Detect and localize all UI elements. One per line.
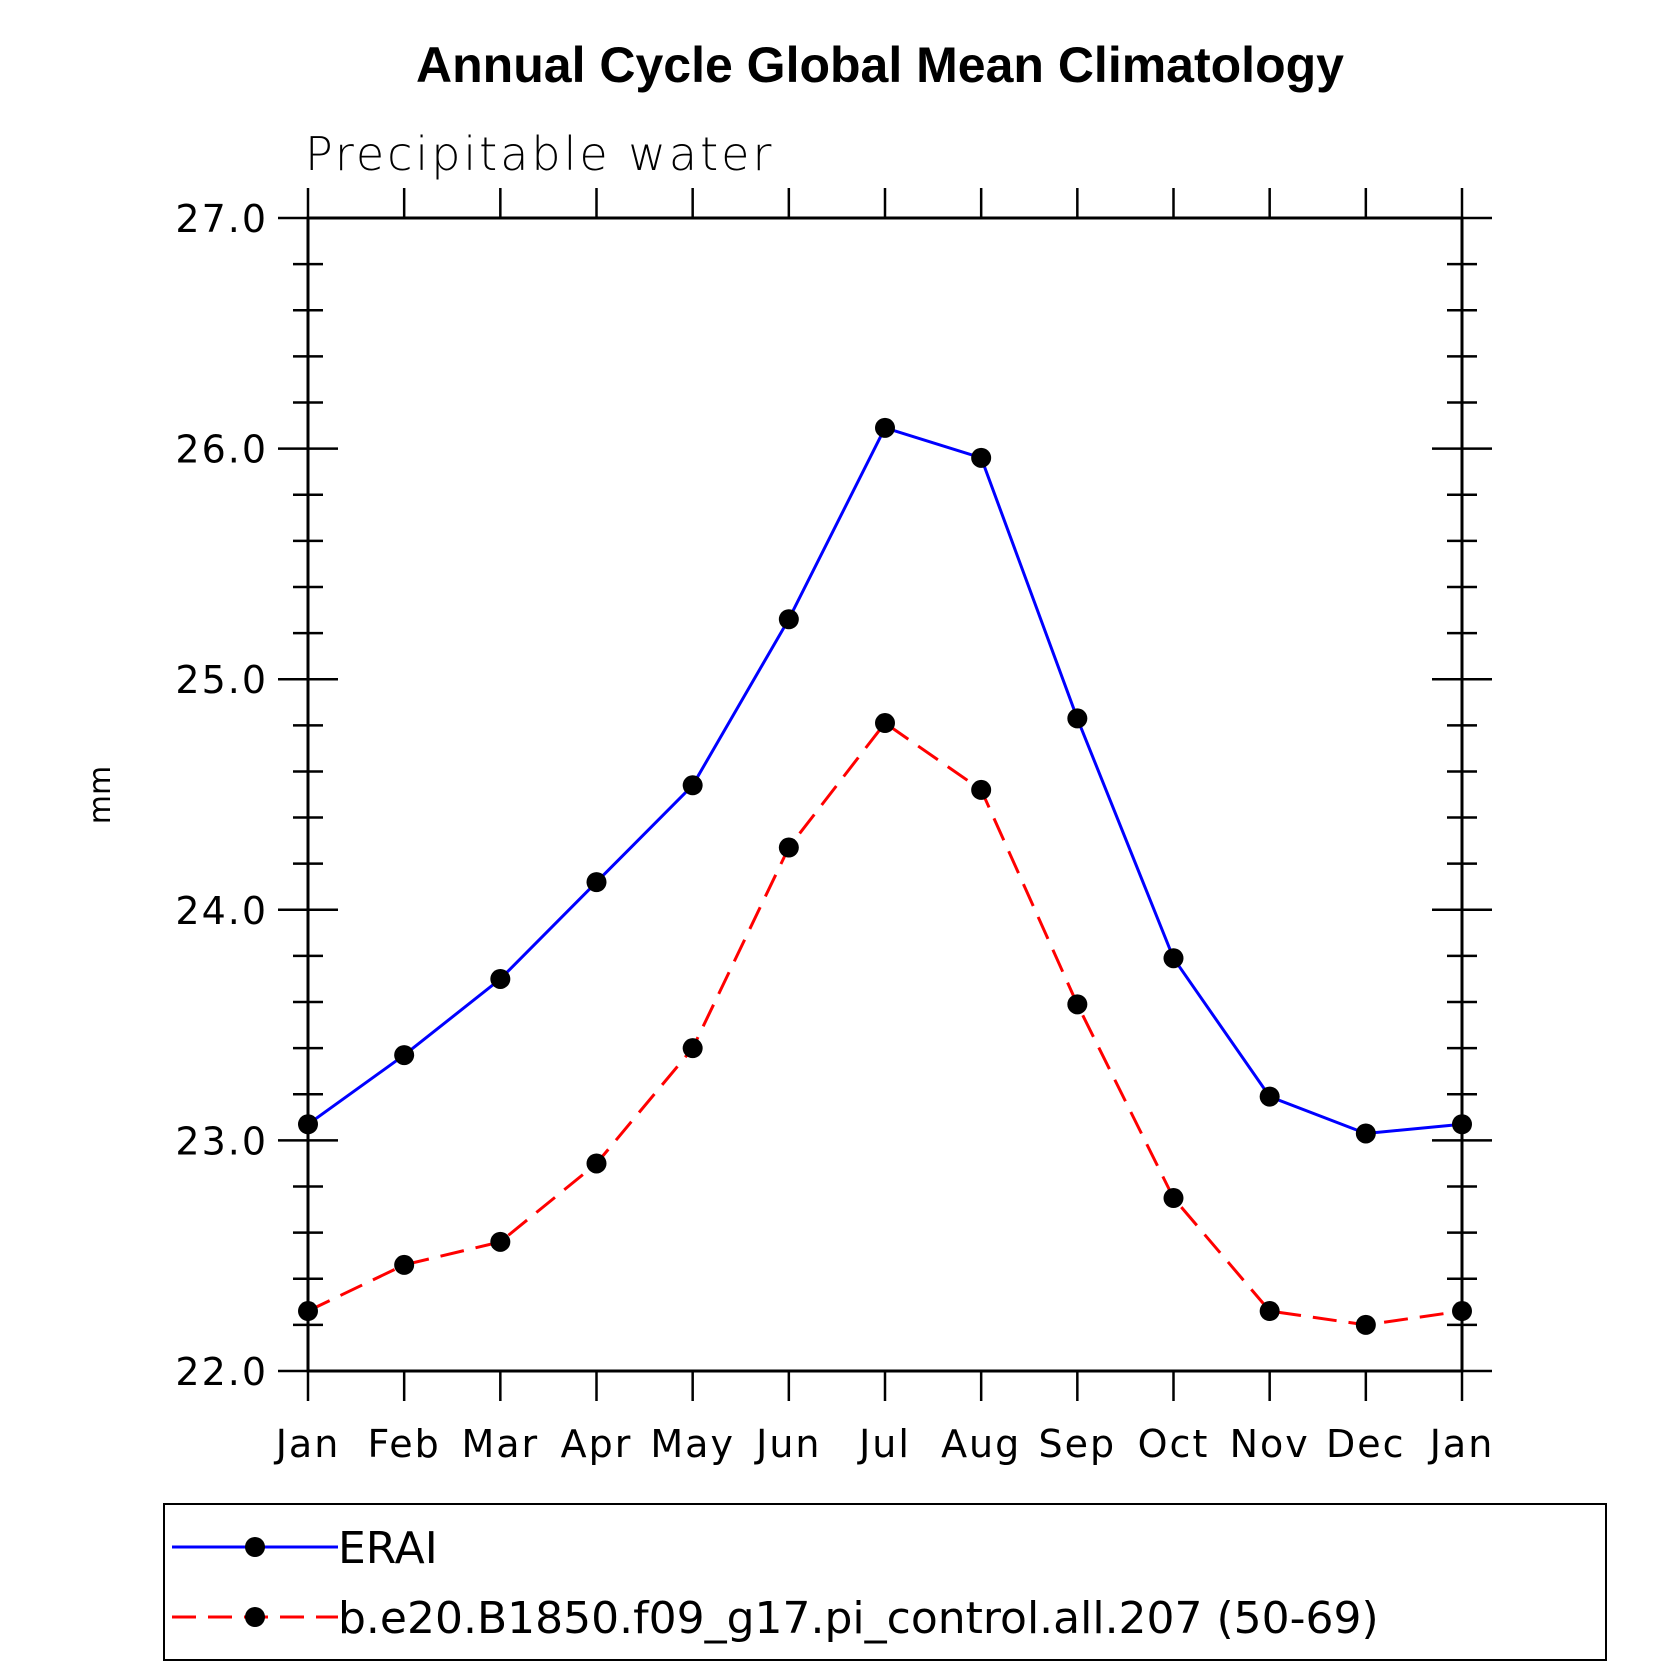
- x-tick-label: Aug: [941, 1422, 1021, 1466]
- series-0-point: [875, 417, 895, 438]
- x-tick-label: Sep: [1039, 1422, 1117, 1466]
- chart-title: Annual Cycle Global Mean Climatology: [416, 37, 1344, 93]
- legend-label-series-0: ERAI: [338, 1523, 438, 1574]
- series-1-point: [1259, 1301, 1280, 1322]
- series-1-point: [971, 779, 992, 800]
- series-0-point: [394, 1045, 415, 1066]
- x-tick-label: Jan: [274, 1422, 341, 1466]
- chart-subtitle: Precipitable water: [305, 127, 774, 181]
- series-1-point: [682, 1038, 703, 1059]
- y-tick-label: 25.0: [175, 658, 268, 702]
- series-1-point: [586, 1153, 607, 1174]
- x-tick-label: Mar: [461, 1422, 539, 1466]
- series-1-point: [1163, 1188, 1184, 1209]
- series-1-point: [778, 837, 799, 858]
- y-tick-label: 23.0: [175, 1119, 268, 1163]
- legend-label-series-1: b.e20.B1850.f09_g17.pi_control.all.207 (…: [338, 1593, 1379, 1644]
- series-0-point: [1452, 1114, 1472, 1135]
- y-tick-labels: 22.0 23.0 24.0 25.0 26.0 27.0: [175, 197, 268, 1394]
- series-0-point: [1067, 708, 1088, 729]
- plot-frame: [306, 216, 1464, 1373]
- series-0-point: [490, 968, 511, 989]
- x-tick-label: Jun: [754, 1422, 821, 1466]
- x-tick-label: Nov: [1230, 1422, 1310, 1466]
- x-tick-label: Apr: [561, 1422, 633, 1466]
- y-tick-label: 24.0: [175, 889, 268, 933]
- series-1-point: [1067, 994, 1088, 1015]
- series-0-point: [586, 872, 607, 893]
- series-1-point: [1355, 1314, 1376, 1335]
- x-tick-label: Jul: [857, 1422, 911, 1466]
- series-0-point: [1355, 1123, 1376, 1144]
- series-0-point: [682, 775, 703, 796]
- legend: ERAI b.e20.B1850.f09_g17.pi_control.all.…: [163, 1503, 1607, 1661]
- series-1-point: [298, 1301, 318, 1322]
- series-line-1: [307, 720, 1463, 1327]
- y-tick-label: 27.0: [175, 197, 268, 241]
- x-tick-label: Dec: [1326, 1422, 1406, 1466]
- series-1-point: [394, 1254, 415, 1275]
- y-tick-label: 26.0: [175, 428, 268, 472]
- x-tick-label: Oct: [1138, 1422, 1210, 1466]
- series-0-point: [1259, 1086, 1280, 1107]
- series-line-0: [307, 425, 1463, 1136]
- series-0-point: [298, 1114, 318, 1135]
- y-tick-label: 22.0: [175, 1350, 268, 1394]
- series-0-point: [971, 447, 992, 468]
- legend-box: [163, 1503, 1607, 1661]
- series-1-point: [1452, 1301, 1472, 1322]
- y-axis-label: mm: [83, 766, 118, 824]
- x-tick-label: Jan: [1428, 1422, 1495, 1466]
- legend-marker-series-1: [245, 1607, 265, 1627]
- ticks-layer: [278, 188, 1492, 1401]
- series-1-point: [875, 713, 895, 734]
- legend-marker-series-0: [245, 1537, 265, 1557]
- x-tick-label: May: [650, 1422, 735, 1466]
- series-layer: [298, 417, 1472, 1335]
- series-0-point: [1163, 948, 1184, 969]
- x-tick-labels: Jan Feb Mar Apr May Jun Jul Aug Sep Oct Nov Dec Jan: [274, 1422, 1495, 1466]
- series-1-point: [490, 1231, 511, 1252]
- x-tick-label: Feb: [368, 1422, 441, 1466]
- series-0-point: [778, 609, 799, 630]
